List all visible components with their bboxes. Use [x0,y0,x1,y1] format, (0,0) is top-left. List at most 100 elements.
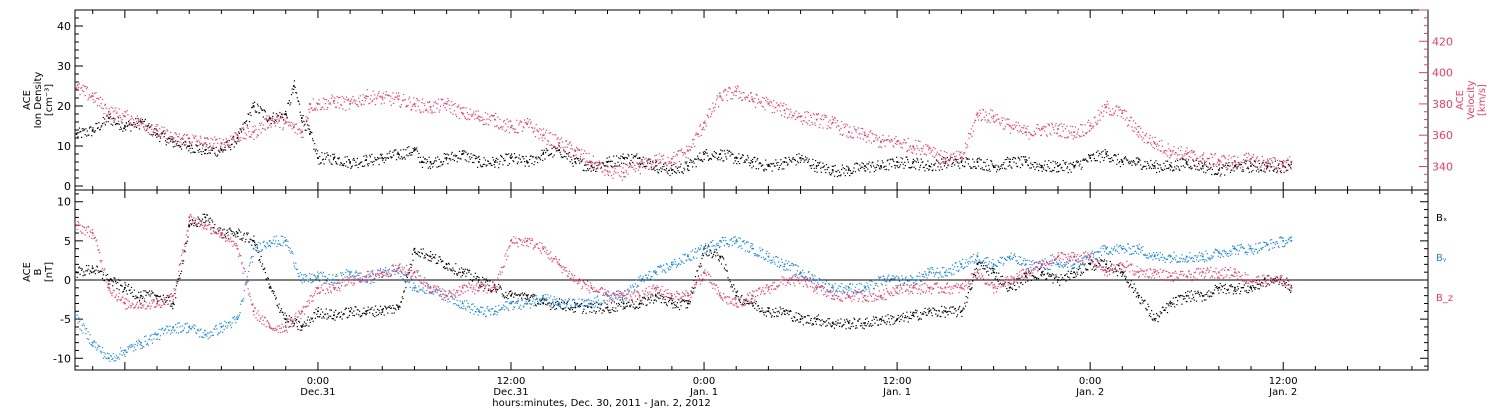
data-dot [303,126,304,127]
data-dot [263,269,264,270]
data-dot [513,161,514,162]
data-dot [464,116,465,117]
data-dot [432,112,433,113]
data-dot [334,320,335,321]
data-dot [550,309,551,310]
data-dot [832,166,833,167]
data-dot [790,311,791,312]
data-dot [774,112,775,113]
data-dot [581,154,582,155]
data-dot [301,120,302,121]
data-dot [612,161,613,162]
data-dot [902,148,903,149]
data-dot [331,164,332,165]
data-dot [1116,105,1117,106]
data-dot [517,295,518,296]
data-point [430,161,432,163]
data-dot [382,311,383,312]
data-dot [874,323,875,324]
data-dot [931,163,932,164]
data-dot [191,144,192,145]
data-dot [655,165,656,166]
data-dot [323,159,324,160]
data-dot [344,163,345,164]
data-dot [982,167,983,168]
data-dot [708,160,709,161]
data-dot [887,159,888,160]
data-dot [442,164,443,165]
data-dot [1033,135,1034,136]
data-dot [1192,150,1193,151]
data-dot [622,299,623,300]
data-dot [1202,154,1203,155]
data-point [1250,158,1252,160]
data-dot [314,312,315,313]
data-dot [791,318,792,319]
data-dot [1108,155,1109,156]
data-dot [748,157,749,158]
data-dot [460,108,461,109]
data-dot [802,124,803,125]
data-dot [616,303,617,304]
data-dot [903,320,904,321]
data-dot [160,296,161,297]
data-dot [798,162,799,163]
data-dot [137,297,138,298]
data-dot [1187,164,1188,165]
data-dot [627,165,628,166]
data-dot [918,162,919,163]
data-dot [1158,149,1159,150]
data-dot [869,325,870,326]
data-dot [449,158,450,159]
data-dot [1136,158,1137,159]
data-dot [709,109,710,110]
data-dot [505,292,506,293]
data-dot [835,118,836,119]
data-dot [1286,160,1287,161]
data-dot [329,103,330,104]
data-dot [701,258,702,259]
data-dot [1139,135,1140,136]
data-dot [564,151,565,152]
data-dot [725,90,726,91]
data-dot [560,139,561,140]
data-dot [187,241,188,242]
data-dot [1253,154,1254,155]
data-dot [418,106,419,107]
data-dot [408,105,409,106]
data-dot [345,99,346,100]
data-dot [845,126,846,127]
data-dot [417,99,418,100]
data-dot [983,162,984,163]
data-dot [901,157,902,158]
data-dot [1265,172,1266,173]
data-dot [1139,126,1140,127]
data-point [156,130,158,132]
data-dot [1037,166,1038,167]
data-dot [124,289,125,290]
data-dot [533,296,534,297]
data-dot [836,325,837,326]
data-dot [367,89,368,90]
data-dot [891,139,892,140]
data-dot [352,159,353,160]
data-dot [355,162,356,163]
data-dot [170,306,171,307]
data-dot [325,103,326,104]
data-dot [419,162,420,163]
data-dot [1058,125,1059,126]
data-dot [908,149,909,150]
data-dot [756,301,757,302]
data-dot [798,116,799,117]
data-dot [904,162,905,163]
data-dot [984,169,985,170]
data-dot [725,153,726,154]
data-dot [1100,120,1101,121]
data-dot [946,167,947,168]
data-point [1154,142,1156,144]
data-dot [261,123,262,124]
data-dot [1151,168,1152,169]
data-dot [273,293,274,294]
data-dot [536,305,537,306]
data-dot [676,306,677,307]
